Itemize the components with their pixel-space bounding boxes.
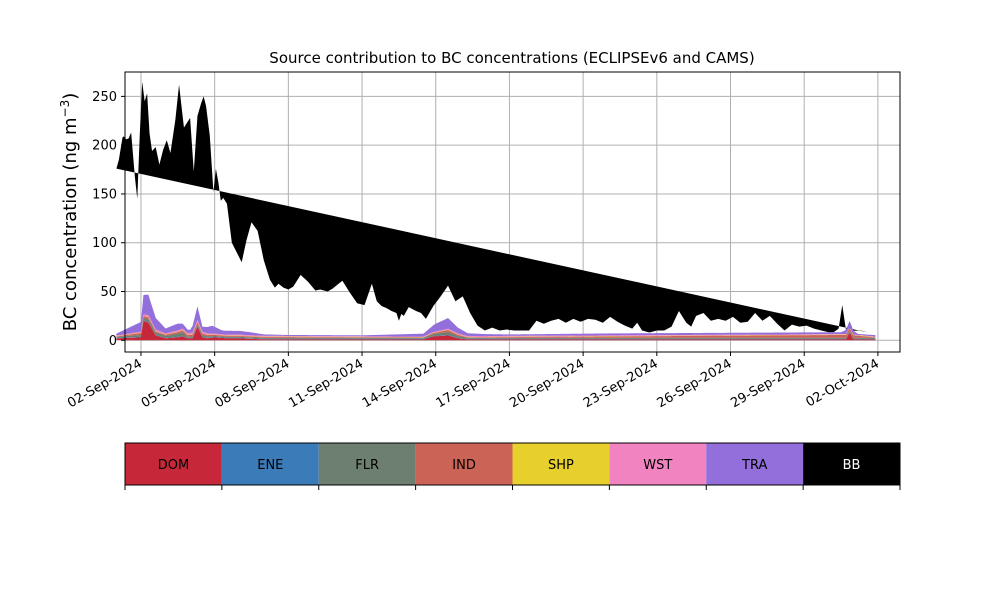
legend-swatch-TRA (706, 443, 804, 485)
x-axis: 02-Sep-202405-Sep-202408-Sep-202411-Sep-… (65, 352, 882, 411)
legend-label-BB: BB (843, 458, 861, 473)
area-series-TRA (116, 294, 876, 337)
legend-swatch-FLR (318, 443, 416, 485)
x-tick-label: 20-Sep-2024 (507, 356, 587, 411)
area-series-WST (116, 314, 876, 338)
y-axis-label: BC concentration (ng m−3) (58, 93, 81, 332)
y-axis-label-close: ) (60, 93, 81, 100)
area-series-BB (116, 81, 869, 333)
legend-label-TRA: TRA (741, 458, 767, 473)
legend-swatch-SHP (512, 443, 610, 485)
y-tick-label: 150 (92, 187, 117, 202)
legend-label-SHP: SHP (548, 458, 574, 473)
x-tick-label: 11-Sep-2024 (286, 356, 366, 411)
area-series-IND (116, 316, 876, 338)
area-series-SHP (116, 315, 876, 338)
legend-label-WST: WST (643, 458, 672, 473)
legend-swatch-ENE (221, 443, 319, 485)
colorbar-legend: DOM ENE FLR IND SHP WST TRA BB (124, 442, 901, 490)
chart-title: Source contribution to BC concentrations… (269, 49, 754, 67)
legend-swatch-WST (609, 443, 707, 485)
y-tick-label: 250 (92, 90, 117, 105)
x-tick-label: 08-Sep-2024 (213, 356, 293, 411)
x-tick-label: 02-Oct-2024 (803, 356, 881, 410)
legend-swatch-DOM (125, 443, 222, 485)
y-axis-label-superscript: −3 (58, 100, 72, 118)
y-axis: 0 50 100 150 200 250 (92, 90, 125, 349)
plot-frame (124, 71, 901, 353)
x-tick-label: 17-Sep-2024 (434, 356, 514, 411)
legend-label-DOM: DOM (158, 458, 189, 473)
legend-swatch-BB (803, 443, 900, 485)
y-axis-label-main: BC concentration (ng m (60, 117, 81, 331)
x-tick-label: 05-Sep-2024 (139, 356, 219, 411)
legend-label-FLR: FLR (355, 458, 379, 473)
x-tick-label: 29-Sep-2024 (728, 356, 808, 411)
stacked-areas (116, 81, 876, 341)
area-series-FLR (116, 318, 876, 339)
x-tick-label: 26-Sep-2024 (655, 356, 735, 411)
legend-label-IND: IND (452, 458, 476, 473)
legend-frame (124, 442, 901, 486)
y-tick-label: 0 (109, 334, 117, 349)
legend-label-ENE: ENE (257, 458, 283, 473)
legend-swatch-IND (415, 443, 513, 485)
y-tick-label: 200 (92, 139, 117, 154)
x-tick-label: 23-Sep-2024 (581, 356, 661, 411)
x-tick-label: 02-Sep-2024 (65, 356, 145, 411)
y-tick-label: 100 (92, 236, 117, 251)
x-tick-label: 14-Sep-2024 (360, 356, 440, 411)
y-tick-label: 50 (100, 285, 117, 300)
